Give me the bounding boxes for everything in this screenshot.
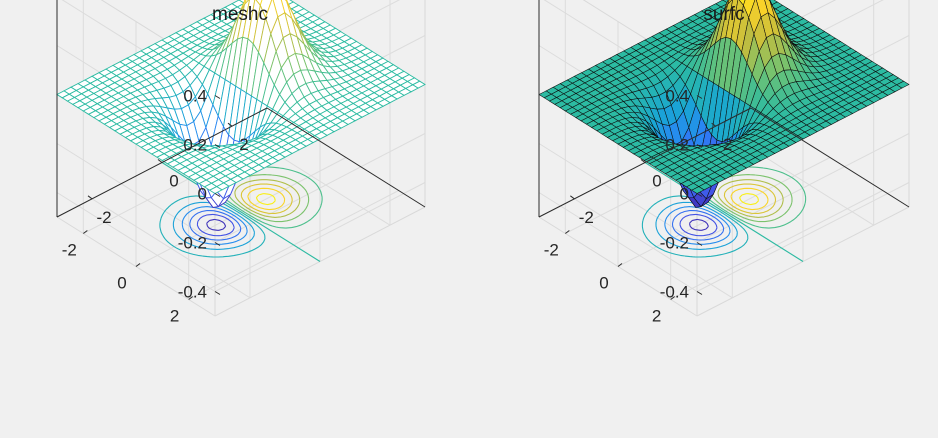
contour-line [655,201,738,250]
surface-face [691,186,705,194]
x-tick-label: 2 [239,135,248,154]
box-edge-front [750,107,910,208]
contour-line [730,187,769,211]
meshc-axes[interactable]: -0.4 -0.2 0 0.2 0.4 -2 0 2 -2 0 2 meshc [56,0,426,326]
z-tick [696,95,703,99]
y-tick-label: 0 [599,274,608,293]
x-tick [157,159,163,163]
z-tick-label: -0.4 [178,283,207,302]
contour-line [247,187,286,211]
y-tick [617,263,623,267]
contour-line [739,193,759,206]
z-tick [214,95,221,99]
contour-line [206,218,227,231]
y-tick [83,230,88,234]
y-tick [188,296,193,300]
contour-line-zero [644,162,804,262]
z-tick [214,242,221,246]
filled-surface [538,0,910,208]
z-tick [214,193,221,197]
contour-line [671,210,725,241]
z-tick-label: 0 [680,185,689,204]
y-tick-label: 2 [652,307,661,326]
x-tick-label: -2 [96,208,111,227]
surface-face [208,186,223,195]
z-tick [214,144,221,148]
y-tick-label: 2 [170,307,179,326]
x-tick [711,122,716,127]
axes-box-front: -0.4-0.200.20.4-202-202 [538,0,910,326]
y-tick-label: -2 [544,241,559,260]
contour-line [641,195,749,258]
contour-line [689,218,709,231]
floor-contours [159,162,323,262]
y-tick-label: -2 [62,241,77,260]
x-tick-label: -2 [579,208,594,227]
y-tick-label: 0 [117,274,126,293]
meshc-title: meshc [212,4,268,25]
contour-line [664,206,731,245]
z-tick [696,291,703,295]
contour-line [240,183,293,214]
z-tick-label: 0.2 [183,136,207,155]
y-tick [565,230,570,234]
surfc-title: surfc [703,4,744,25]
contour-line [159,195,266,258]
contour-line [717,179,784,218]
x-tick [87,195,93,200]
x-tick-label: 0 [652,172,661,191]
z-tick [214,291,221,295]
contour-line [172,201,255,250]
z-tick-label: 0 [198,185,207,204]
contour-line [255,193,276,206]
contour-line [679,213,718,237]
axes-box-front: -0.4 -0.2 0 0.2 0.4 -2 0 2 -2 0 2 [56,0,426,326]
x-tick-label: 2 [723,135,732,154]
z-tick-label: 0.4 [183,87,207,106]
z-tick [696,193,703,197]
mesh-surface [56,0,426,209]
x-tick [227,122,233,127]
contour-line-zero [161,162,321,262]
contour-line [234,179,301,218]
contour-line [723,183,777,214]
z-tick-label: 0.2 [665,136,689,155]
z-tick [696,144,703,148]
y-tick [135,263,141,267]
x-tick [640,159,646,163]
z-tick-label: 0.4 [665,87,689,106]
x-tick-label: 0 [169,172,178,191]
contour-line [196,213,235,237]
z-tick-label: -0.4 [660,283,689,302]
z-tick-label: -0.2 [660,234,689,253]
z-tick [696,242,703,246]
contour-line [189,210,242,241]
box-edge-front [266,107,426,208]
x-tick [570,195,575,200]
y-tick [670,296,675,300]
contour-line [181,206,248,245]
z-tick-label: -0.2 [178,234,207,253]
